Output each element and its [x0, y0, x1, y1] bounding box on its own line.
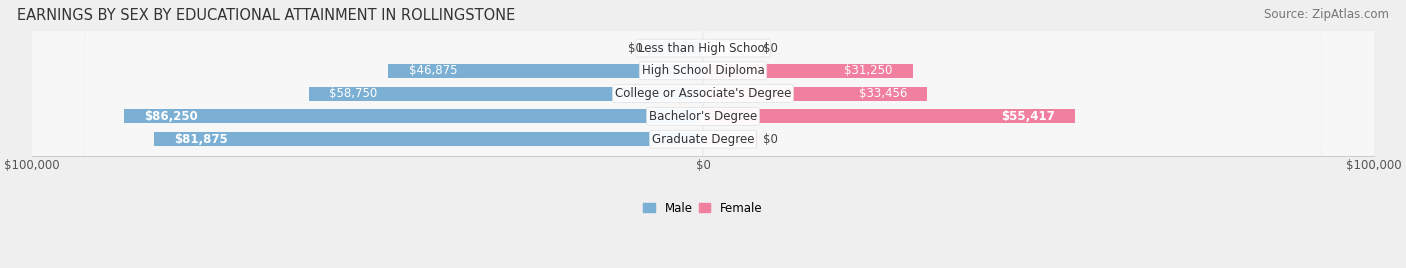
- Bar: [153, 132, 703, 146]
- Legend: Male, Female: Male, Female: [638, 197, 768, 219]
- Bar: [124, 109, 703, 124]
- Text: $0: $0: [763, 42, 779, 55]
- Bar: [703, 132, 756, 146]
- Bar: [650, 41, 703, 55]
- Text: $31,250: $31,250: [844, 64, 893, 77]
- Text: $81,875: $81,875: [174, 133, 228, 146]
- FancyBboxPatch shape: [32, 0, 1374, 268]
- Text: High School Diploma: High School Diploma: [641, 64, 765, 77]
- Text: $86,250: $86,250: [145, 110, 198, 123]
- Bar: [703, 87, 928, 101]
- Text: $58,750: $58,750: [329, 87, 377, 100]
- FancyBboxPatch shape: [32, 0, 1374, 268]
- Bar: [703, 64, 912, 78]
- Text: $55,417: $55,417: [1001, 110, 1054, 123]
- FancyBboxPatch shape: [32, 0, 1374, 268]
- Text: $0: $0: [763, 133, 779, 146]
- Text: $33,456: $33,456: [859, 87, 907, 100]
- Text: $46,875: $46,875: [409, 64, 457, 77]
- Text: Source: ZipAtlas.com: Source: ZipAtlas.com: [1264, 8, 1389, 21]
- Text: Less than High School: Less than High School: [638, 42, 768, 55]
- Bar: [309, 87, 703, 101]
- Bar: [703, 109, 1074, 124]
- Text: College or Associate's Degree: College or Associate's Degree: [614, 87, 792, 100]
- Bar: [388, 64, 703, 78]
- Text: $0: $0: [627, 42, 643, 55]
- Text: Bachelor's Degree: Bachelor's Degree: [650, 110, 756, 123]
- Text: Graduate Degree: Graduate Degree: [652, 133, 754, 146]
- Text: EARNINGS BY SEX BY EDUCATIONAL ATTAINMENT IN ROLLINGSTONE: EARNINGS BY SEX BY EDUCATIONAL ATTAINMEN…: [17, 8, 515, 23]
- FancyBboxPatch shape: [32, 0, 1374, 268]
- FancyBboxPatch shape: [32, 0, 1374, 268]
